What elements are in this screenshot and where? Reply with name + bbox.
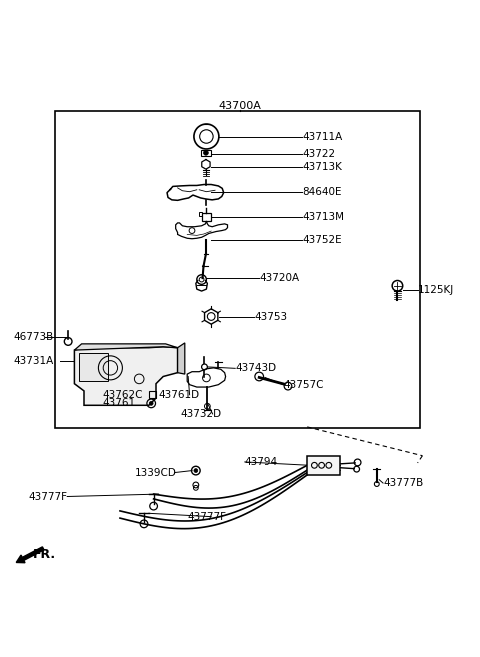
Text: 1339CD: 1339CD	[134, 468, 176, 478]
Text: 43777B: 43777B	[383, 478, 423, 488]
FancyArrow shape	[16, 547, 44, 563]
Text: 43753: 43753	[254, 312, 288, 322]
Text: 43761D: 43761D	[158, 390, 200, 399]
Text: 43713M: 43713M	[302, 212, 344, 222]
Text: 43720A: 43720A	[259, 273, 300, 283]
Circle shape	[194, 468, 198, 472]
Text: 43713K: 43713K	[302, 162, 342, 172]
Bar	[149, 392, 156, 398]
Text: 43757C: 43757C	[283, 380, 324, 390]
Text: 43794: 43794	[245, 457, 278, 467]
Text: 43777F: 43777F	[187, 512, 226, 522]
Bar	[307, 456, 340, 475]
Text: 84640E: 84640E	[302, 187, 342, 196]
Text: 43761: 43761	[102, 398, 135, 409]
Bar	[201, 150, 211, 156]
Text: 43711A: 43711A	[302, 131, 343, 141]
Text: 43700A: 43700A	[218, 101, 262, 111]
Text: 46773B: 46773B	[13, 332, 54, 342]
Text: 43762C: 43762C	[102, 390, 143, 399]
Bar	[55, 111, 420, 428]
Text: 43752E: 43752E	[302, 235, 342, 244]
Text: 43743D: 43743D	[235, 363, 276, 373]
Circle shape	[204, 150, 208, 155]
Text: 43731A: 43731A	[13, 356, 54, 366]
Text: FR.: FR.	[33, 547, 56, 560]
Text: 1125KJ: 1125KJ	[418, 285, 454, 295]
Polygon shape	[74, 347, 178, 405]
Bar	[202, 213, 211, 221]
Circle shape	[149, 401, 153, 405]
Text: 43777F: 43777F	[29, 491, 68, 501]
Bar	[199, 212, 202, 215]
Polygon shape	[178, 343, 185, 374]
Bar	[79, 353, 108, 381]
Circle shape	[284, 382, 292, 390]
Text: 43732D: 43732D	[180, 409, 221, 419]
Polygon shape	[74, 344, 178, 350]
Circle shape	[202, 364, 207, 370]
Text: 43722: 43722	[302, 148, 336, 159]
